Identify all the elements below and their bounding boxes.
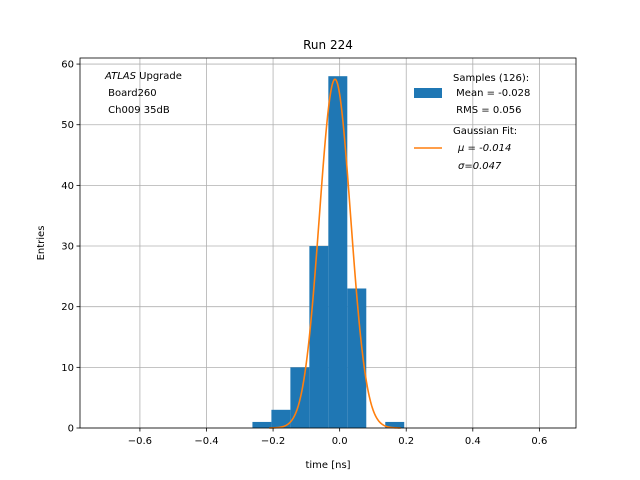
y-tick-label-0: 0 (68, 424, 74, 435)
histogram-bar-1 (271, 409, 291, 428)
histogram-bar-5 (347, 288, 367, 428)
x-axis-ticks: −0.6 −0.4 −0.2 0.0 0.2 0.4 0.6 (128, 428, 547, 447)
plot-frame (79, 57, 577, 429)
x-tick-label-2: −0.2 (261, 436, 285, 447)
y-tick-label-1: 10 (61, 363, 74, 374)
legend-fit-name: Gaussian Fit: (453, 126, 517, 137)
legend-histogram-name: Samples (126): (453, 73, 529, 84)
histogram-bar-3 (309, 246, 329, 428)
legend: Samples (126): Mean = -0.028 RMS = 0.056… (414, 73, 530, 172)
legend-histogram-rms: RMS = 0.056 (453, 105, 521, 116)
y-tick-label-3: 30 (61, 242, 74, 253)
x-axis-label: time [ns] (305, 460, 350, 471)
histogram-bar-7 (385, 421, 405, 428)
x-tick-label-5: 0.4 (465, 436, 481, 447)
legend-histogram-mean: Mean = -0.028 (453, 88, 530, 99)
gaussian-fit-curve (269, 78, 401, 429)
annotation-line-1: ATLAS Upgrade (104, 71, 182, 82)
x-tick-label-6: 0.6 (531, 436, 547, 447)
x-tick-label-1: −0.4 (194, 436, 218, 447)
histogram-bar-0 (252, 421, 272, 428)
annotation-line-3: Ch009 35dB (105, 105, 170, 116)
y-tick-label-5: 50 (61, 120, 74, 131)
y-tick-label-4: 40 (61, 181, 74, 192)
annotation-atlas: ATLAS (104, 71, 137, 82)
x-tick-label-3: 0.0 (332, 436, 348, 447)
y-axis-ticks: 0 10 20 30 40 50 60 (61, 60, 80, 435)
annotation-line-2: Board260 (105, 88, 157, 99)
y-tick-label-6: 60 (61, 60, 74, 71)
x-tick-label-4: 0.2 (398, 436, 414, 447)
chart-title: Run 224 (303, 38, 353, 52)
atlas-annotation: ATLAS Upgrade Board260 Ch009 35dB (104, 71, 182, 116)
legend-fit-sigma: σ=0.047 (458, 161, 502, 172)
annotation-upgrade: Upgrade (136, 71, 182, 82)
histogram-bar-4 (328, 76, 348, 429)
y-tick-label-2: 20 (61, 302, 74, 313)
x-tick-label-0: −0.6 (128, 436, 152, 447)
y-axis-label: Entries (36, 226, 47, 261)
legend-fit-mu: μ = -0.014 (457, 143, 511, 154)
legend-histogram-swatch (414, 88, 442, 98)
